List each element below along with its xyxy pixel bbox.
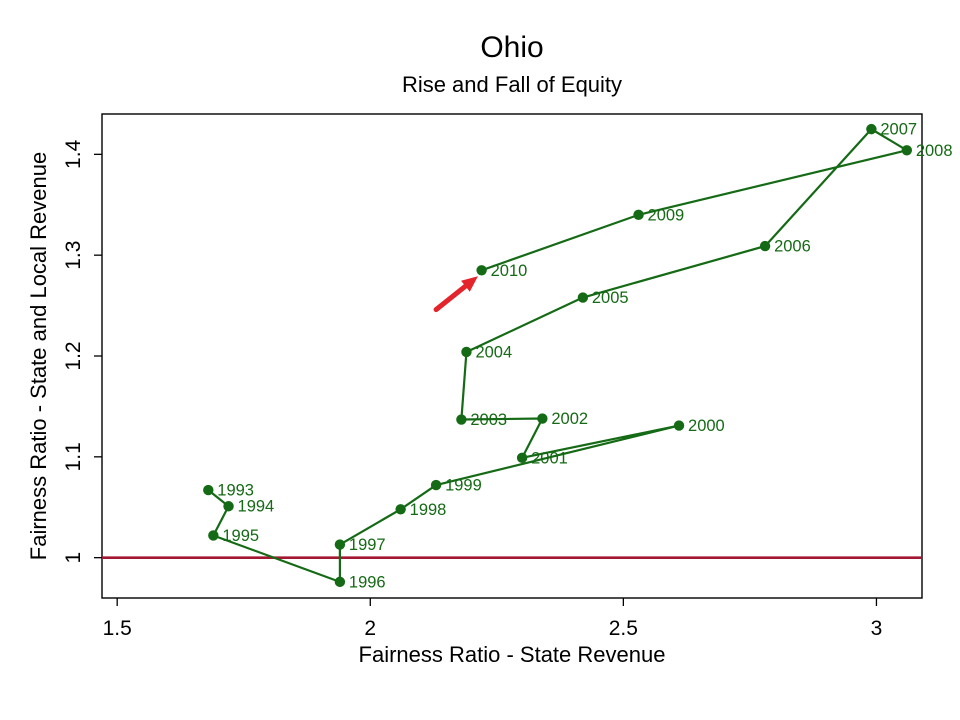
data-point-1993 <box>203 484 214 496</box>
data-label-2004: 2004 <box>475 343 512 361</box>
y-tick-label-1.1: 1.1 <box>62 442 85 471</box>
data-label-2010: 2010 <box>491 262 528 280</box>
y-tick-label-1.2: 1.2 <box>62 341 85 370</box>
data-label-2001: 2001 <box>531 449 568 467</box>
data-point-2003 <box>456 414 467 425</box>
x-tick-label-3: 3 <box>871 617 883 640</box>
data-point-2001 <box>516 452 528 464</box>
annotation-arrow-shaft <box>433 282 470 313</box>
data-point-1994 <box>223 501 234 512</box>
data-label-2009: 2009 <box>648 206 685 224</box>
data-label-1998: 1998 <box>410 501 447 519</box>
data-point-2005 <box>577 292 589 303</box>
data-label-2002: 2002 <box>551 410 588 428</box>
series-path <box>207 128 908 583</box>
data-label-2006: 2006 <box>774 238 811 256</box>
x-tick-label-1.5: 1.5 <box>103 617 132 640</box>
data-point-2006 <box>759 240 771 252</box>
y-tick-label-1: 1 <box>62 552 85 564</box>
data-label-1995: 1995 <box>222 527 259 545</box>
x-tick-label-2: 2 <box>364 617 376 640</box>
data-label-2000: 2000 <box>688 417 725 435</box>
data-point-1999 <box>430 479 442 491</box>
data-point-2002 <box>537 413 548 424</box>
data-label-2008: 2008 <box>916 142 953 160</box>
data-label-1997: 1997 <box>349 536 386 554</box>
data-label-2003: 2003 <box>470 411 507 429</box>
data-point-2004 <box>461 346 472 358</box>
page-title: Ohio <box>480 31 544 64</box>
y-tick-label-1.4: 1.4 <box>62 139 85 169</box>
data-point-2008 <box>901 145 913 156</box>
data-label-1994: 1994 <box>238 498 275 516</box>
data-point-1998 <box>395 504 406 515</box>
data-label-1993: 1993 <box>217 482 254 500</box>
annotation-arrow-head <box>461 276 478 292</box>
x-axis-title: Fairness Ratio - State Revenue <box>359 642 666 667</box>
data-point-1996 <box>334 576 346 588</box>
data-label-2005: 2005 <box>592 289 629 307</box>
data-point-2000 <box>673 420 685 431</box>
y-tick-label-1.3: 1.3 <box>62 241 85 270</box>
data-label-1999: 1999 <box>445 477 482 495</box>
data-point-2009 <box>633 209 644 221</box>
y-axis-title: Fairness Ratio - State and Local Revenue <box>26 152 51 560</box>
data-label-2007: 2007 <box>880 121 917 139</box>
chart-subtitle: Rise and Fall of Equity <box>401 72 623 97</box>
data-label-1996: 1996 <box>349 573 386 591</box>
data-point-1995 <box>208 530 219 541</box>
x-tick-label-2.5: 2.5 <box>609 617 638 640</box>
data-point-2007 <box>866 123 877 135</box>
data-point-2010 <box>476 265 487 276</box>
data-point-1997 <box>334 539 346 550</box>
